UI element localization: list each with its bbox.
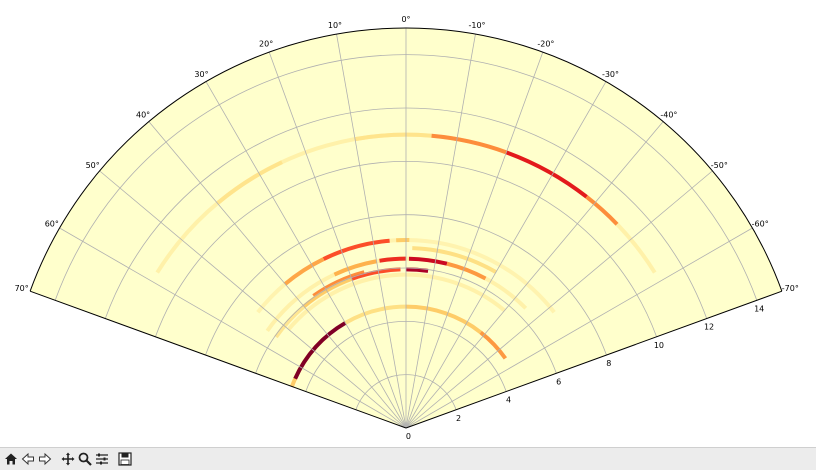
r-tick-label: 14 xyxy=(754,304,764,313)
heat-arc-4 xyxy=(585,195,619,226)
save-icon xyxy=(118,452,132,466)
theta-gridline-13 xyxy=(405,227,753,429)
home-button[interactable] xyxy=(3,451,19,467)
theta-tick-label: -70° xyxy=(782,284,799,293)
theta-gridline-3 xyxy=(148,121,407,429)
heat-arc-19 xyxy=(351,267,401,281)
theta-gridline-11 xyxy=(405,121,664,429)
navigation-toolbar xyxy=(0,447,816,470)
r-gridarc-1 xyxy=(355,374,457,410)
heat-arc-5 xyxy=(216,160,283,205)
heat-arc-12 xyxy=(333,259,377,277)
theta-tick-label: -10° xyxy=(468,21,485,30)
zoom-icon xyxy=(78,452,92,466)
polar-heatmap-plot: 70° 60° 50° 40° 30° 20° 10° 0° -10° -20° -30° -40° -… xyxy=(15,15,799,441)
r-tick-label: 4 xyxy=(506,396,511,405)
theta-gridline-10 xyxy=(405,81,607,429)
theta-gridline-6 xyxy=(336,34,407,429)
r-tick-label: 2 xyxy=(456,414,461,423)
back-icon xyxy=(21,452,34,466)
heat-arc-10 xyxy=(412,246,497,274)
r-gridarc-4 xyxy=(205,214,607,356)
theta-tick-label: 60° xyxy=(45,220,59,229)
theta-tick-label: -50° xyxy=(711,161,728,170)
left-spine xyxy=(29,290,407,429)
r-tick-label: 0 xyxy=(406,432,411,441)
theta-tick-label: 10° xyxy=(328,21,342,30)
heat-arc-20 xyxy=(405,267,429,273)
forward-button[interactable] xyxy=(37,451,53,467)
heat-arc-16 xyxy=(312,270,365,298)
outer-spine xyxy=(29,27,783,292)
save-button[interactable] xyxy=(117,451,133,467)
back-button[interactable] xyxy=(20,451,36,467)
theta-gridline-9 xyxy=(405,51,544,429)
theta-tick-label: -40° xyxy=(660,111,677,120)
theta-tick-label: -30° xyxy=(602,70,619,79)
heat-arc-26 xyxy=(479,330,508,360)
pan-icon xyxy=(61,452,75,466)
r-gridarc-3 xyxy=(255,267,557,374)
right-spine xyxy=(405,290,783,429)
heat-arc-14 xyxy=(408,256,448,266)
theta-gridline-2 xyxy=(99,170,407,429)
heat-arc-7 xyxy=(322,238,390,261)
r-tick-label: 8 xyxy=(606,359,611,368)
configure-subplots-button[interactable] xyxy=(94,451,110,467)
forward-icon xyxy=(39,452,52,466)
heat-arc-2 xyxy=(505,150,588,199)
heat-arc-24 xyxy=(344,304,407,325)
theta-tick-label: 40° xyxy=(136,111,150,120)
theta-gridline-8 xyxy=(405,34,476,429)
r-tick-label: 12 xyxy=(704,323,714,332)
heat-arc-21 xyxy=(287,272,506,331)
theta-tick-label: 50° xyxy=(86,161,100,170)
pan-button[interactable] xyxy=(60,451,76,467)
heat-arc-13 xyxy=(379,256,407,263)
zoom-button[interactable] xyxy=(77,451,93,467)
heat-arc-25 xyxy=(405,304,482,334)
heat-arc-15 xyxy=(446,261,487,281)
theta-gridline-4 xyxy=(205,81,407,429)
theta-gridline-12 xyxy=(405,170,713,429)
theta-gridline-5 xyxy=(268,51,407,429)
heat-arc-8 xyxy=(283,257,325,286)
r-gridarc-6 xyxy=(104,107,708,319)
theta-tick-label: 0° xyxy=(401,15,410,24)
configure-subplots-icon xyxy=(96,453,108,465)
theta-tick-label: 70° xyxy=(15,284,29,293)
theta-tick-label: 30° xyxy=(194,70,208,79)
heat-arc-23 xyxy=(293,321,347,380)
r-tick-label: 6 xyxy=(556,377,561,386)
r-tick-label: 10 xyxy=(654,341,664,350)
theta-gridline-1 xyxy=(59,227,407,429)
theta-tick-label: -60° xyxy=(752,220,769,229)
home-icon xyxy=(5,453,17,465)
heat-arc-1 xyxy=(354,132,432,142)
r-gridarc-2 xyxy=(305,321,507,392)
r-gridarc-7 xyxy=(54,54,758,301)
heat-arc-3 xyxy=(431,133,508,155)
polar-heatmap-figure: 70° 60° 50° 40° 30° 20° 10° 0° -10° -20° -30° -40° -… xyxy=(15,15,799,441)
r-gridarc-5 xyxy=(155,160,657,337)
theta-tick-label: 20° xyxy=(259,40,273,49)
theta-tick-label: -20° xyxy=(537,40,554,49)
